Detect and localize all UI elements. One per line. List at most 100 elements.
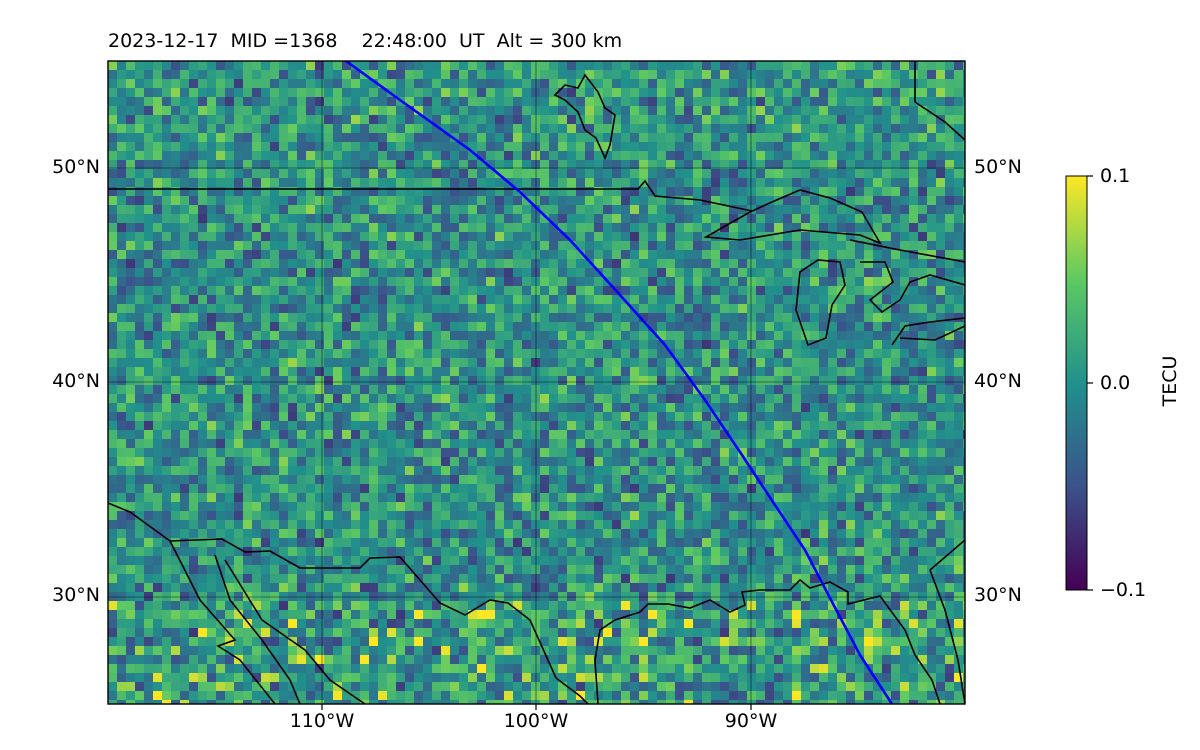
- tec-cell: [513, 349, 523, 359]
- tec-cell: [297, 340, 307, 350]
- tec-cell: [324, 106, 334, 116]
- tec-cell: [162, 385, 172, 395]
- tec-cell: [666, 169, 676, 179]
- tec-cell: [297, 250, 307, 260]
- tec-cell: [225, 367, 235, 377]
- tec-cell: [549, 223, 559, 233]
- tec-cell: [117, 520, 127, 530]
- tec-cell: [477, 322, 487, 332]
- tec-cell: [558, 205, 568, 215]
- tec-cell: [432, 376, 442, 386]
- tec-cell: [954, 439, 964, 449]
- tec-cell: [549, 196, 559, 206]
- tec-cell: [639, 286, 649, 296]
- tec-cell: [189, 205, 199, 215]
- tec-cell: [360, 286, 370, 296]
- tec-cell: [108, 439, 118, 449]
- tec-cell: [414, 133, 424, 143]
- tec-cell: [810, 394, 820, 404]
- tec-cell: [729, 241, 739, 251]
- tec-cell: [468, 178, 478, 188]
- tec-cell: [720, 124, 730, 134]
- tec-cell: [567, 205, 577, 215]
- tec-cell: [720, 412, 730, 422]
- tec-cell: [405, 340, 415, 350]
- tec-cell: [144, 439, 154, 449]
- tec-cell: [648, 133, 658, 143]
- tec-cell: [702, 133, 712, 143]
- tec-cell: [918, 70, 928, 80]
- tec-cell: [351, 115, 361, 125]
- tec-cell: [405, 475, 415, 485]
- tec-cell: [522, 223, 532, 233]
- tec-cell: [216, 493, 226, 503]
- tec-cell: [225, 376, 235, 386]
- tec-cell: [900, 142, 910, 152]
- tec-cell: [693, 79, 703, 89]
- tec-cell: [711, 223, 721, 233]
- tec-cell: [459, 322, 469, 332]
- tec-cell: [558, 97, 568, 107]
- tec-cell: [576, 232, 586, 242]
- tec-cell: [396, 313, 406, 323]
- tec-cell: [144, 430, 154, 440]
- tec-cell: [315, 169, 325, 179]
- tec-cell: [882, 133, 892, 143]
- tec-cell: [459, 115, 469, 125]
- tec-cell: [306, 79, 316, 89]
- tec-cell: [945, 178, 955, 188]
- tec-cell: [909, 151, 919, 161]
- tec-cell: [711, 358, 721, 368]
- tec-cell: [234, 214, 244, 224]
- tec-cell: [414, 466, 424, 476]
- tec-cell: [441, 502, 451, 512]
- tec-cell: [855, 358, 865, 368]
- tec-cell: [864, 349, 874, 359]
- tec-cell: [774, 106, 784, 116]
- tec-cell: [621, 457, 631, 467]
- tec-cell: [468, 376, 478, 386]
- tec-cell: [819, 421, 829, 431]
- tec-cell: [819, 124, 829, 134]
- tec-cell: [720, 151, 730, 161]
- tec-cell: [621, 466, 631, 476]
- tec-cell: [873, 277, 883, 287]
- tec-cell: [909, 259, 919, 269]
- tec-cell: [486, 241, 496, 251]
- tec-cell: [702, 79, 712, 89]
- tec-cell: [846, 214, 856, 224]
- tec-cell: [486, 520, 496, 530]
- tec-cell: [279, 457, 289, 467]
- tec-cell: [171, 466, 181, 476]
- tec-cell: [963, 421, 965, 431]
- tec-cell: [405, 250, 415, 260]
- tec-cell: [630, 79, 640, 89]
- tec-cell: [576, 484, 586, 494]
- tec-cell: [954, 331, 964, 341]
- tec-cell: [747, 403, 757, 413]
- tec-cell: [126, 205, 136, 215]
- tec-cell: [594, 322, 604, 332]
- tec-cell: [117, 205, 127, 215]
- tec-cell: [432, 394, 442, 404]
- tec-cell: [540, 250, 550, 260]
- tec-cell: [243, 88, 253, 98]
- tec-cell: [522, 493, 532, 503]
- tec-cell: [225, 223, 235, 233]
- tec-cell: [279, 493, 289, 503]
- tec-cell: [171, 160, 181, 170]
- tec-cell: [900, 394, 910, 404]
- tec-cell: [441, 196, 451, 206]
- tec-cell: [378, 97, 388, 107]
- tec-cell: [585, 430, 595, 440]
- tec-cell: [360, 214, 370, 224]
- tec-cell: [108, 277, 118, 287]
- tec-cell: [270, 61, 280, 71]
- tec-cell: [387, 502, 397, 512]
- tec-cell: [225, 295, 235, 305]
- tec-cell: [270, 367, 280, 377]
- tec-cell: [153, 511, 163, 521]
- tec-cell: [846, 304, 856, 314]
- tec-cell: [639, 250, 649, 260]
- tec-cell: [774, 322, 784, 332]
